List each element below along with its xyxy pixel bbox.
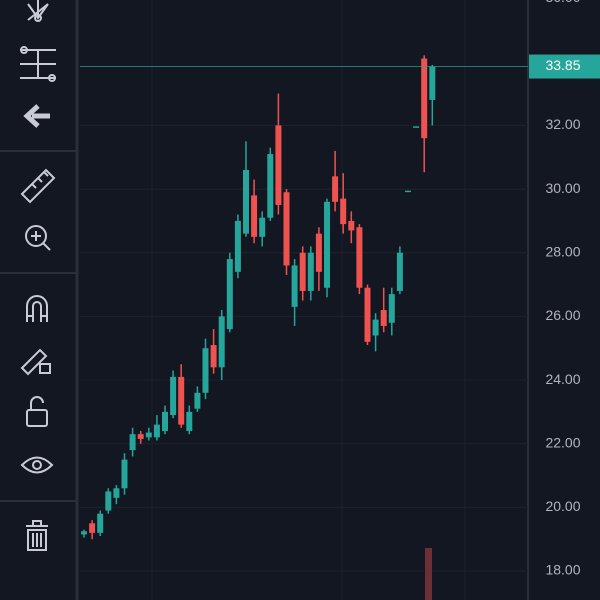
candle-body [315, 233, 322, 272]
y-tick-label: 20.00 [545, 498, 580, 514]
y-tick-label: 36.00 [545, 0, 580, 5]
candle-body [413, 126, 420, 128]
delete-tool[interactable] [26, 520, 48, 551]
candle-body [372, 319, 379, 336]
magnet-tool[interactable] [26, 295, 48, 322]
lock-tool[interactable] [26, 396, 48, 427]
lock-drawing-tool[interactable] [20, 348, 51, 376]
toolbar [0, 0, 79, 600]
candle-body [243, 169, 249, 234]
candle-body [324, 201, 330, 288]
pattern-tool[interactable] [27, 0, 49, 22]
candle-body [202, 348, 209, 393]
candle-body [153, 424, 160, 438]
last-price-label: 33.85 [545, 57, 580, 73]
y-tick-label: 28.00 [545, 243, 580, 259]
candle-body [186, 411, 193, 431]
y-tick-label: 26.00 [545, 307, 580, 323]
candle-body [421, 58, 428, 139]
candle-body [145, 432, 152, 438]
candle-body [129, 434, 136, 451]
candle-body [251, 195, 258, 237]
candle-body [97, 513, 104, 533]
candle-body [162, 411, 168, 431]
y-tick-label: 30.00 [545, 180, 580, 196]
candle-body [405, 190, 411, 193]
candle-body [234, 220, 241, 272]
y-tick-label: 18.00 [545, 562, 580, 578]
y-tick-label: 24.00 [545, 371, 580, 387]
y-tick-label: 32.00 [545, 116, 580, 132]
candle-body [178, 376, 185, 425]
candle-body [210, 345, 217, 368]
ruler-tool[interactable] [20, 168, 56, 204]
candle-body [105, 491, 112, 511]
last-price-box [529, 54, 600, 79]
candle-body [194, 392, 201, 409]
candle-body [332, 176, 339, 202]
fib-tool[interactable] [20, 46, 56, 82]
candle-body [307, 252, 314, 291]
candle-body [81, 531, 87, 535]
grid [80, 0, 528, 600]
candle-body [170, 376, 177, 416]
candle-body [275, 125, 282, 205]
candle-body [364, 287, 371, 342]
candle-body [121, 459, 128, 489]
candle-body [137, 434, 144, 439]
candle-body [283, 192, 290, 266]
volume-bar [425, 548, 432, 600]
back-button[interactable] [23, 104, 50, 128]
candle-body [259, 217, 266, 237]
candle-body [348, 220, 355, 231]
candle-body [226, 259, 233, 330]
candle-body [113, 488, 120, 498]
candle-body [89, 523, 96, 533]
candle-body [356, 227, 363, 288]
visibility-tool[interactable] [20, 456, 54, 474]
candle-body [218, 316, 225, 368]
candle-body [340, 198, 347, 225]
candle-body [291, 265, 298, 307]
plot [80, 55, 528, 540]
candle-body [380, 310, 387, 326]
y-tick-label: 22.00 [545, 434, 580, 450]
candle-body [267, 154, 274, 218]
candle-body [299, 252, 306, 291]
candle-body [429, 66, 436, 100]
zoom-tool[interactable] [25, 225, 51, 251]
candle-body [388, 294, 395, 323]
candle-body [396, 252, 403, 291]
